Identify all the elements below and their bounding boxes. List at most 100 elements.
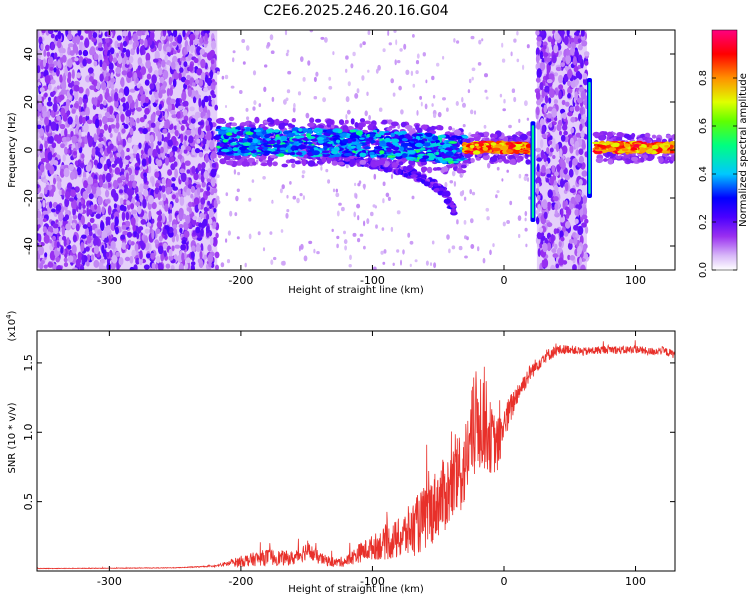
noise-cell [170, 264, 175, 270]
noise-cell [213, 239, 217, 244]
noise-cell [569, 106, 574, 112]
noise-cell [123, 124, 129, 129]
noise-cell [551, 108, 557, 118]
noise-cell [554, 116, 558, 122]
trace-halo-cell [287, 123, 293, 128]
speckle-cell [297, 91, 302, 96]
trace-core-cell [278, 153, 285, 157]
noise-cell [157, 214, 163, 222]
trace-halo-cell [223, 156, 231, 161]
speckle-cell [296, 197, 300, 204]
speckle-cell [283, 99, 287, 105]
trace-halo-cell [374, 160, 382, 167]
noise-cell [139, 194, 144, 203]
trace-halo-cell [307, 122, 315, 128]
speckle-cell [363, 245, 366, 250]
trace-halo-cell [400, 121, 407, 128]
noise-cell [150, 252, 156, 260]
speckle-cell [448, 248, 451, 254]
noise-cell [53, 30, 59, 33]
speckle-cell [481, 38, 484, 42]
speckle-cell [258, 103, 262, 108]
noise-cell [43, 187, 48, 195]
trace-halo-cell [456, 167, 464, 174]
noise-cell [128, 153, 134, 163]
noise-cell [56, 241, 60, 249]
noise-cell [109, 157, 116, 163]
noise-cell [155, 228, 161, 235]
speckle-cell [302, 195, 305, 200]
noise-cell [558, 90, 562, 100]
noise-cell [81, 255, 85, 264]
trace-core-cell [307, 141, 313, 145]
noise-cell [564, 174, 570, 181]
branch-cell [416, 178, 422, 182]
noise-cell [169, 87, 174, 97]
speckle-cell [363, 184, 366, 190]
trace-core-cell [279, 135, 288, 141]
noise-cell [535, 47, 540, 57]
noise-cell [81, 234, 87, 239]
speckle-cell [409, 263, 412, 267]
noise-cell [66, 237, 70, 246]
speckle-cell [221, 75, 225, 80]
speckle-cell [509, 200, 513, 206]
noise-cell [544, 87, 550, 93]
noise-cell [121, 211, 126, 222]
noise-cell [121, 128, 126, 134]
noise-cell [203, 170, 209, 179]
noise-cell [536, 36, 543, 42]
noise-cell [157, 148, 161, 155]
noise-cell [171, 114, 177, 119]
speckle-cell [335, 188, 338, 193]
noise-cell [89, 76, 94, 82]
noise-cell [76, 72, 81, 79]
noise-cell [56, 68, 60, 77]
branch-cell [450, 207, 457, 214]
noise-cell [154, 239, 159, 245]
noise-cell [553, 228, 558, 235]
noise-cell [582, 77, 588, 86]
speckle-cell [248, 233, 252, 240]
noise-cell [139, 39, 144, 45]
noise-cell [47, 83, 52, 91]
speckle-cell [313, 248, 316, 254]
trace-core-cell [307, 128, 313, 134]
noise-cell [149, 90, 153, 95]
noise-cell [149, 83, 155, 90]
noise-cell [56, 40, 62, 49]
noise-cell [99, 59, 103, 68]
noise-cell [541, 164, 546, 174]
noise-cell [561, 99, 566, 106]
noise-cell [139, 117, 145, 123]
trace-core-cell [281, 144, 288, 148]
noise-cell [551, 38, 555, 46]
noise-cell [573, 66, 579, 73]
noise-cell [202, 218, 208, 227]
noise-cell [81, 153, 85, 159]
noise-cell [135, 98, 139, 109]
noise-cell [151, 177, 155, 187]
speckle-cell [524, 100, 528, 107]
speckle-cell [501, 178, 504, 182]
speckle-cell [487, 162, 491, 169]
noise-cell [154, 187, 160, 195]
trace-halo-cell [228, 116, 235, 122]
trace-halo-cell [349, 158, 356, 165]
noise-cell [75, 142, 79, 151]
noise-cell [98, 113, 102, 119]
speckle-cell [442, 55, 445, 60]
speckle-cell [239, 90, 243, 94]
noise-cell [565, 101, 570, 107]
trace-halo-cell [291, 163, 296, 169]
noise-cell [546, 173, 552, 178]
speckle-cell [246, 116, 250, 121]
noise-cell [197, 258, 203, 264]
noise-cell [114, 167, 121, 175]
noise-cell [64, 214, 69, 221]
trace-core-cell [390, 132, 396, 137]
noise-cell [144, 235, 148, 244]
trace-core-cell [252, 138, 258, 144]
speckle-cell [245, 45, 250, 51]
speckle-cell [281, 184, 285, 190]
